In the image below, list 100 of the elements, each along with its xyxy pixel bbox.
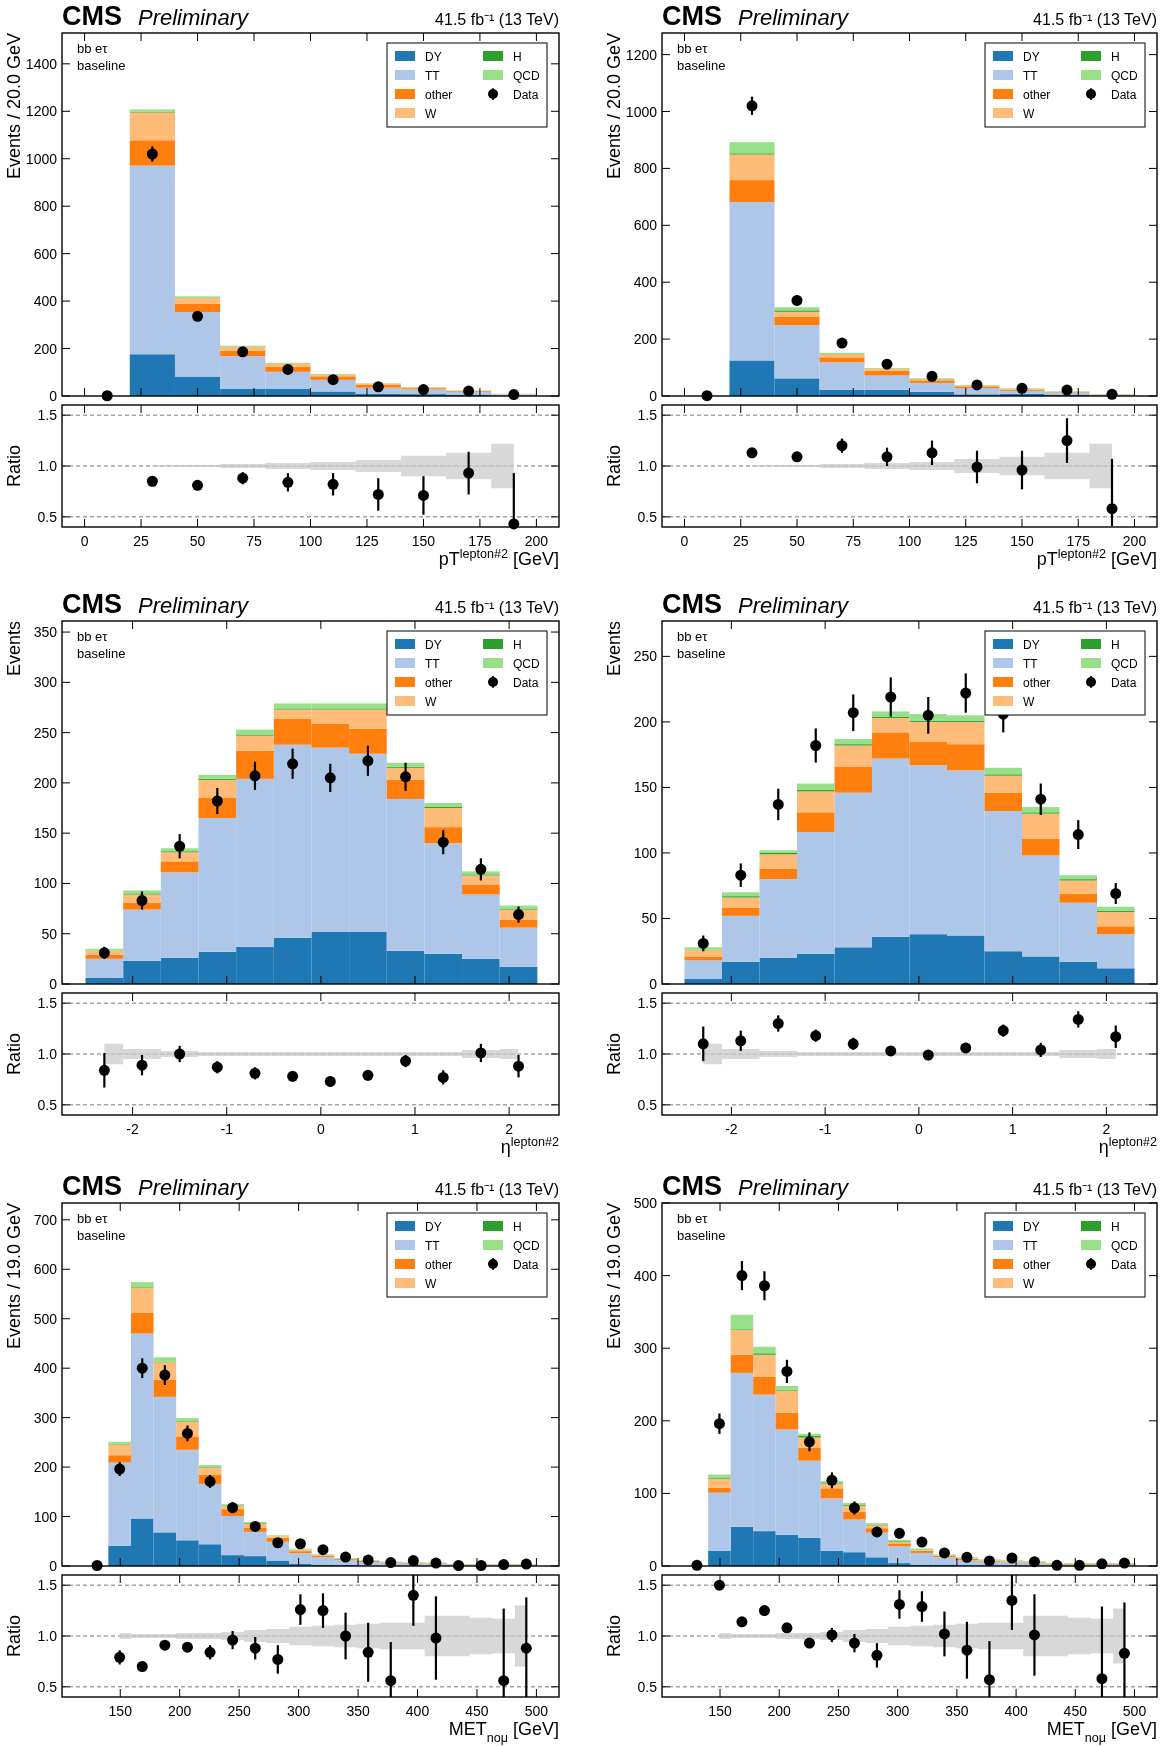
y-tick-label: 1.5 (37, 1577, 58, 1594)
legend-label: W (1023, 695, 1035, 709)
x-axis-title: pT$^{lepton#2}$ [GeV] (438, 547, 559, 569)
y-tick-label: 400 (33, 293, 58, 310)
x-tick-label: -2 (725, 1121, 738, 1137)
y-tick-label: 400 (33, 1360, 58, 1377)
y-tick-label: 1.5 (637, 1577, 658, 1594)
chart-title: CMS (62, 589, 122, 619)
annotation: bb eτ (77, 1211, 109, 1226)
legend-label: Data (1111, 676, 1137, 690)
y-tick-label: 500 (33, 1310, 58, 1327)
legend-label: Data (513, 676, 539, 690)
chart-subtitle: Preliminary (738, 5, 851, 30)
x-tick-label: 200 (767, 1703, 792, 1719)
y-axis-title: Ratio (4, 444, 24, 488)
legend-label: DY (1023, 638, 1040, 652)
x-tick-label: -1 (818, 1121, 832, 1137)
y-axis-title: Events / 19.0 GeV (604, 1203, 624, 1350)
legend-label: TT (425, 1239, 441, 1253)
x-tick-label: 25 (133, 533, 150, 549)
y-tick-label: 200 (33, 774, 58, 791)
chart-title: CMS (62, 1, 122, 31)
y-tick-label: 600 (633, 217, 658, 234)
x-tick-label: 0 (914, 1121, 923, 1137)
y-tick-label: 600 (33, 1261, 58, 1278)
legend-label: QCD (513, 1239, 540, 1253)
x-tick-label: 450 (1063, 1703, 1088, 1719)
x-tick-label: 300 (885, 1703, 910, 1719)
x-tick-label: 100 (298, 533, 323, 549)
x-tick-label: 75 (246, 533, 263, 549)
x-tick-label: 150 (108, 1703, 133, 1719)
legend-label: TT (1023, 657, 1039, 671)
y-tick-label: 0 (49, 1558, 58, 1574)
legend-label: DY (425, 638, 442, 652)
annotation: baseline (77, 58, 126, 73)
x-tick-label: -2 (126, 1121, 140, 1137)
x-tick-label: 500 (524, 1703, 549, 1719)
y-axis-title: Ratio (604, 444, 624, 488)
x-tick-label: 125 (355, 533, 379, 549)
legend-label: other (425, 88, 453, 102)
legend-label: DY (1023, 1220, 1040, 1234)
y-tick-label: 1200 (25, 103, 58, 120)
y-tick-label: 0.5 (637, 508, 658, 525)
x-tick-label: -1 (220, 1121, 234, 1137)
x-tick-label: 50 (789, 533, 805, 549)
y-tick-label: 300 (633, 1340, 658, 1357)
y-tick-label: 0.5 (637, 1678, 658, 1695)
annotation: bb eτ (677, 1211, 709, 1226)
x-tick-label: 250 (227, 1703, 252, 1719)
x-axis-title: pT$^{lepton#2}$ [GeV] (1036, 547, 1157, 569)
x-tick-label: 175 (1066, 533, 1091, 549)
legend-label: Data (513, 1258, 539, 1272)
x-tick-label: 2 (505, 1121, 514, 1137)
y-axis-title: Ratio (4, 1614, 24, 1658)
legend-label: H (513, 638, 522, 652)
y-tick-label: 100 (633, 1485, 658, 1502)
x-tick-label: 50 (189, 533, 206, 549)
y-tick-label: 400 (633, 274, 658, 291)
y-axis-title: Events (604, 621, 624, 677)
legend-label: other (1023, 88, 1051, 102)
y-tick-label: 0 (49, 388, 58, 404)
x-tick-label: 150 (708, 1703, 732, 1719)
y-tick-label: 100 (633, 844, 658, 861)
legend-label: H (513, 50, 522, 64)
annotation: bb eτ (677, 629, 709, 644)
y-tick-label: 1.5 (37, 995, 58, 1012)
y-tick-label: 350 (33, 624, 58, 641)
y-tick-label: 1.0 (37, 458, 58, 474)
chart-title: CMS (662, 1171, 722, 1201)
x-axis-title: η$^{lepton#2}$ (1098, 1135, 1157, 1157)
y-tick-label: 50 (641, 910, 658, 927)
y-tick-label: 300 (33, 674, 58, 691)
y-tick-label: 800 (633, 160, 658, 177)
x-tick-label: 200 (168, 1703, 192, 1719)
legend-label: W (1023, 1277, 1035, 1291)
x-axis-title: MET$_{noμ}$ [GeV] (448, 1719, 559, 1745)
y-tick-label: 200 (633, 1412, 658, 1429)
x-tick-label: 200 (1122, 533, 1147, 549)
y-tick-label: 0.5 (637, 1096, 658, 1113)
y-axis-title: Ratio (604, 1614, 624, 1658)
x-tick-label: 2 (1102, 1121, 1111, 1137)
legend-label: other (1023, 1258, 1051, 1272)
legend-label: W (425, 695, 437, 709)
y-tick-label: 1200 (625, 46, 658, 63)
legend-label: H (1111, 638, 1120, 652)
y-tick-label: 50 (41, 925, 58, 942)
legend-label: DY (425, 50, 442, 64)
legend-label: other (1023, 676, 1051, 690)
x-tick-label: 250 (826, 1703, 851, 1719)
legend-label: H (513, 1220, 522, 1234)
y-tick-label: 1000 (625, 103, 658, 120)
chart-title: CMS (62, 1171, 122, 1201)
chart-subtitle: Preliminary (138, 593, 251, 618)
y-axis-title: Events / 20.0 GeV (604, 33, 624, 180)
x-axis-title: MET$_{noμ}$ [GeV] (1046, 1719, 1157, 1745)
y-tick-label: 800 (33, 198, 58, 215)
annotation: bb eτ (77, 41, 109, 56)
x-tick-label: 1 (1008, 1121, 1017, 1137)
legend-label: TT (425, 69, 441, 83)
legend-label: Data (1111, 88, 1137, 102)
